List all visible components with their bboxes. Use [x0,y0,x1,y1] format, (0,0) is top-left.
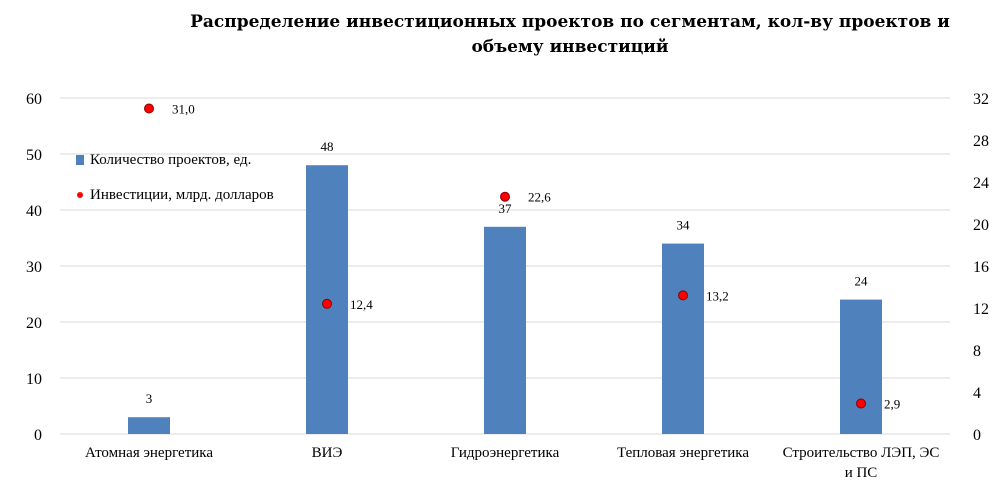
y-left-tick-label: 60 [26,91,42,108]
category-label: Гидроэнергетика [451,445,560,461]
y-right-tick-label: 24 [973,175,989,192]
bar-data-label: 48 [321,139,334,154]
y-left-tick-label: 30 [26,259,42,276]
y-right-tick-label: 20 [973,217,989,234]
y-right-tick-label: 0 [973,427,981,444]
legend-item-projects: Количество проектов, ед. [76,150,274,170]
y-right-tick-label: 12 [973,301,989,318]
bar [128,417,170,434]
category-label: ВИЭ [312,445,343,461]
category-label: Тепловая энергетика [617,445,749,461]
y-left-tick-label: 40 [26,203,42,220]
bar-data-label: 24 [855,274,869,289]
investment-point [500,191,510,202]
bar [662,243,704,434]
investment-data-label: 2,9 [884,397,900,412]
category-label: Атомная энергетика [85,445,213,461]
legend-label-projects: Количество проектов, ед. [90,151,252,168]
legend-swatch-investments [77,192,83,198]
legend-item-investments: Инвестиции, млрд. долларов [76,185,274,205]
y-right-tick-label: 4 [973,385,981,402]
chart-title-line-2: объему инвестиций [471,37,669,57]
bar-data-label: 34 [677,218,691,233]
investment-point [856,398,866,409]
investment-data-label: 13,2 [706,288,729,303]
investment-data-label: 22,6 [528,190,551,205]
y-right-tick-label: 32 [973,91,989,108]
y-right-tick-label: 16 [973,259,989,276]
category-label: и ПС [845,465,878,481]
investment-data-label: 12,4 [350,297,373,312]
bar [484,226,526,434]
investment-point [678,290,688,301]
bar-data-label: 37 [499,201,513,216]
investment-data-label: 31,0 [172,102,195,117]
chart-title: Распределение инвестиционных проектов по… [140,10,1000,60]
y-left-tick-label: 20 [26,315,42,332]
legend-swatch-projects [76,155,84,165]
bar-data-label: 3 [146,391,153,406]
y-left-tick-label: 10 [26,371,42,388]
investment-point [322,298,332,309]
chart-title-line-1: Распределение инвестиционных проектов по… [190,12,950,32]
y-left-tick-label: 0 [34,427,42,444]
category-label: Строительство ЛЭП, ЭС [783,445,940,461]
chart-legend: Количество проектов, ед. Инвестиции, млр… [76,150,274,220]
y-left-tick-label: 50 [26,147,42,164]
y-right-tick-label: 8 [973,343,981,360]
investment-point [144,103,154,114]
legend-label-investments: Инвестиции, млрд. долларов [90,186,274,203]
y-right-tick-label: 28 [973,133,989,150]
bar [840,299,882,434]
